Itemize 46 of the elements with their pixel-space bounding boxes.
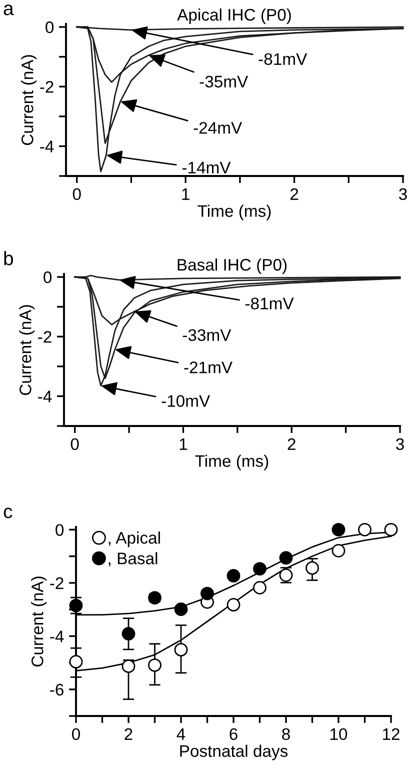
annotation: -81mV — [245, 298, 294, 310]
text: a — [4, 4, 14, 16]
x-tick-label: 12 — [383, 728, 400, 740]
x-tick-label: 0 — [72, 188, 81, 200]
annotation: -33mV — [182, 329, 232, 342]
x-axis-title: Postnatal days — [180, 744, 288, 760]
x-tick-label: 10 — [330, 728, 348, 740]
y-tick-label: 0 — [56, 524, 64, 536]
x-tick-label: 2 — [288, 438, 296, 450]
x-tick-label: 1 — [180, 438, 188, 450]
x-tick-label: 4 — [176, 728, 186, 740]
annotation: -81mV — [258, 53, 308, 65]
y-axis-title: Current (nA) — [19, 305, 35, 395]
y-axis-title: Current (nA) — [31, 576, 47, 666]
x-tick-label: 2 — [124, 728, 132, 740]
y-tick-label: -2 — [50, 577, 64, 589]
y-tick-label: -4 — [38, 390, 52, 402]
x-axis-title: Time (ms) — [198, 204, 271, 220]
x-axis-title: Time (ms) — [195, 454, 268, 470]
y-tick-label: 0 — [44, 271, 52, 284]
chart-title: Apical IHC (P0) — [177, 8, 291, 24]
x-tick-label: 2 — [290, 188, 298, 200]
y-tick-label: -2 — [40, 80, 54, 93]
y-tick-label: 0 — [46, 21, 54, 34]
text: b — [4, 251, 13, 266]
legend-label: , Apical — [108, 532, 160, 548]
legend-label: , Basal — [108, 552, 158, 566]
annotation: -14mV — [182, 162, 231, 174]
x-tick-label: 3 — [399, 188, 407, 200]
x-tick-label: 0 — [70, 438, 79, 450]
chart-title: Basal IHC (P0) — [178, 258, 287, 274]
x-tick-label: 1 — [182, 188, 190, 200]
annotation: -21mV — [184, 362, 232, 374]
x-tick-label: 0 — [72, 728, 80, 740]
x-tick-label: 3 — [396, 438, 404, 450]
x-tick-label: 8 — [282, 728, 290, 740]
y-tick-label: -6 — [50, 684, 64, 696]
annotation: -10mV — [162, 395, 210, 407]
y-tick-label: -4 — [50, 630, 64, 642]
text: c — [4, 508, 12, 518]
y-tick-label: -4 — [40, 140, 54, 152]
y-tick-label: -2 — [38, 330, 52, 343]
annotation: -24mV — [194, 122, 242, 134]
annotation: -35mV — [200, 76, 248, 88]
x-tick-label: 6 — [230, 728, 238, 740]
y-axis-title: Current (nA) — [21, 55, 37, 145]
